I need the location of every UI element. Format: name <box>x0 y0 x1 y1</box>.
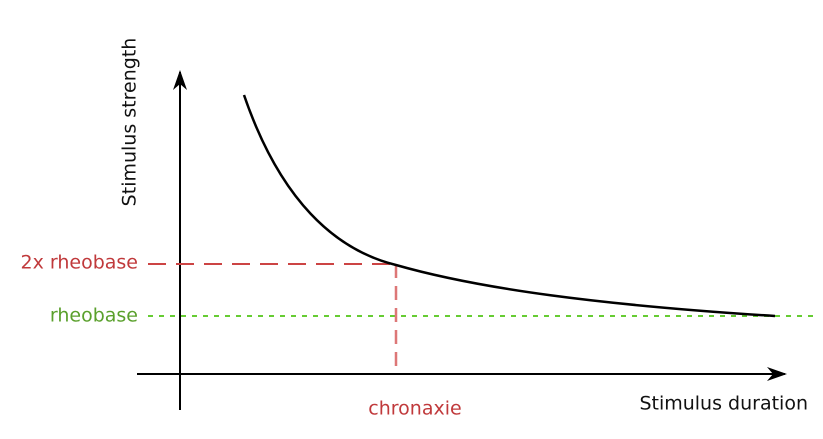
rheobase-label: rheobase <box>50 305 138 327</box>
strength-duration-curve <box>242 94 776 318</box>
y-axis-label: Stimulus strength <box>119 38 141 207</box>
double-rheobase-label: 2x rheobase <box>21 252 139 274</box>
chronaxie-label: chronaxie <box>368 398 461 420</box>
x-axis-label: Stimulus duration <box>639 393 808 415</box>
